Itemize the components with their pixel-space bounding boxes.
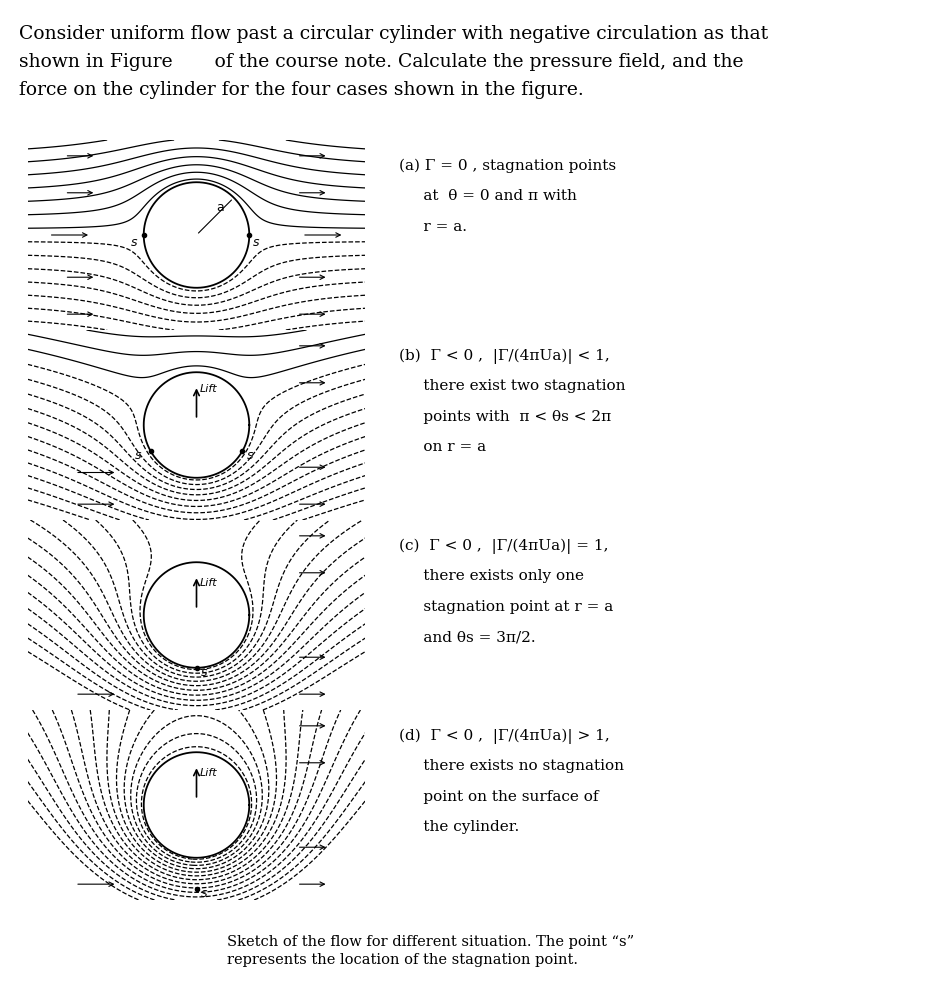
Text: (a) Γ = 0 , stagnation points: (a) Γ = 0 , stagnation points <box>399 159 616 173</box>
Text: point on the surface of: point on the surface of <box>399 790 599 804</box>
Text: force on the cylinder for the four cases shown in the figure.: force on the cylinder for the four cases… <box>19 81 583 99</box>
Text: s: s <box>135 449 141 462</box>
Polygon shape <box>144 372 249 478</box>
Text: and θs = 3π/2.: and θs = 3π/2. <box>399 630 536 644</box>
Polygon shape <box>144 752 249 858</box>
Text: s: s <box>131 236 137 249</box>
Text: there exists no stagnation: there exists no stagnation <box>399 759 624 773</box>
Text: s: s <box>253 236 259 249</box>
Text: Lift: Lift <box>200 578 218 588</box>
Polygon shape <box>144 562 249 668</box>
Text: points with  π < θs < 2π: points with π < θs < 2π <box>399 410 612 424</box>
Text: (c)  Γ < 0 ,  |Γ/(4πUa)| = 1,: (c) Γ < 0 , |Γ/(4πUa)| = 1, <box>399 539 609 554</box>
Polygon shape <box>144 182 249 288</box>
Text: s: s <box>246 449 253 462</box>
Text: (d)  Γ < 0 ,  |Γ/(4πUa)| > 1,: (d) Γ < 0 , |Γ/(4πUa)| > 1, <box>399 729 610 744</box>
Text: shown in Figure       of the course note. Calculate the pressure field, and the: shown in Figure of the course note. Calc… <box>19 53 743 71</box>
Text: at  θ = 0 and π with: at θ = 0 and π with <box>399 189 577 203</box>
Text: (b)  Γ < 0 ,  |Γ/(4πUa)| < 1,: (b) Γ < 0 , |Γ/(4πUa)| < 1, <box>399 349 610 364</box>
Text: stagnation point at r = a: stagnation point at r = a <box>399 600 614 614</box>
Text: Lift: Lift <box>200 384 218 394</box>
Text: Lift: Lift <box>200 768 218 778</box>
Text: a: a <box>217 201 224 214</box>
Text: r = a.: r = a. <box>399 220 467 234</box>
Text: represents the location of the stagnation point.: represents the location of the stagnatio… <box>227 953 579 967</box>
Text: s: s <box>201 666 207 679</box>
Text: there exist two stagnation: there exist two stagnation <box>399 379 626 393</box>
Text: the cylinder.: the cylinder. <box>399 820 519 834</box>
Text: Consider uniform flow past a circular cylinder with negative circulation as that: Consider uniform flow past a circular cy… <box>19 25 768 43</box>
Text: Sketch of the flow for different situation. The point “s”: Sketch of the flow for different situati… <box>227 935 634 949</box>
Text: s: s <box>201 887 207 900</box>
Text: there exists only one: there exists only one <box>399 569 584 583</box>
Text: on r = a: on r = a <box>399 440 486 454</box>
